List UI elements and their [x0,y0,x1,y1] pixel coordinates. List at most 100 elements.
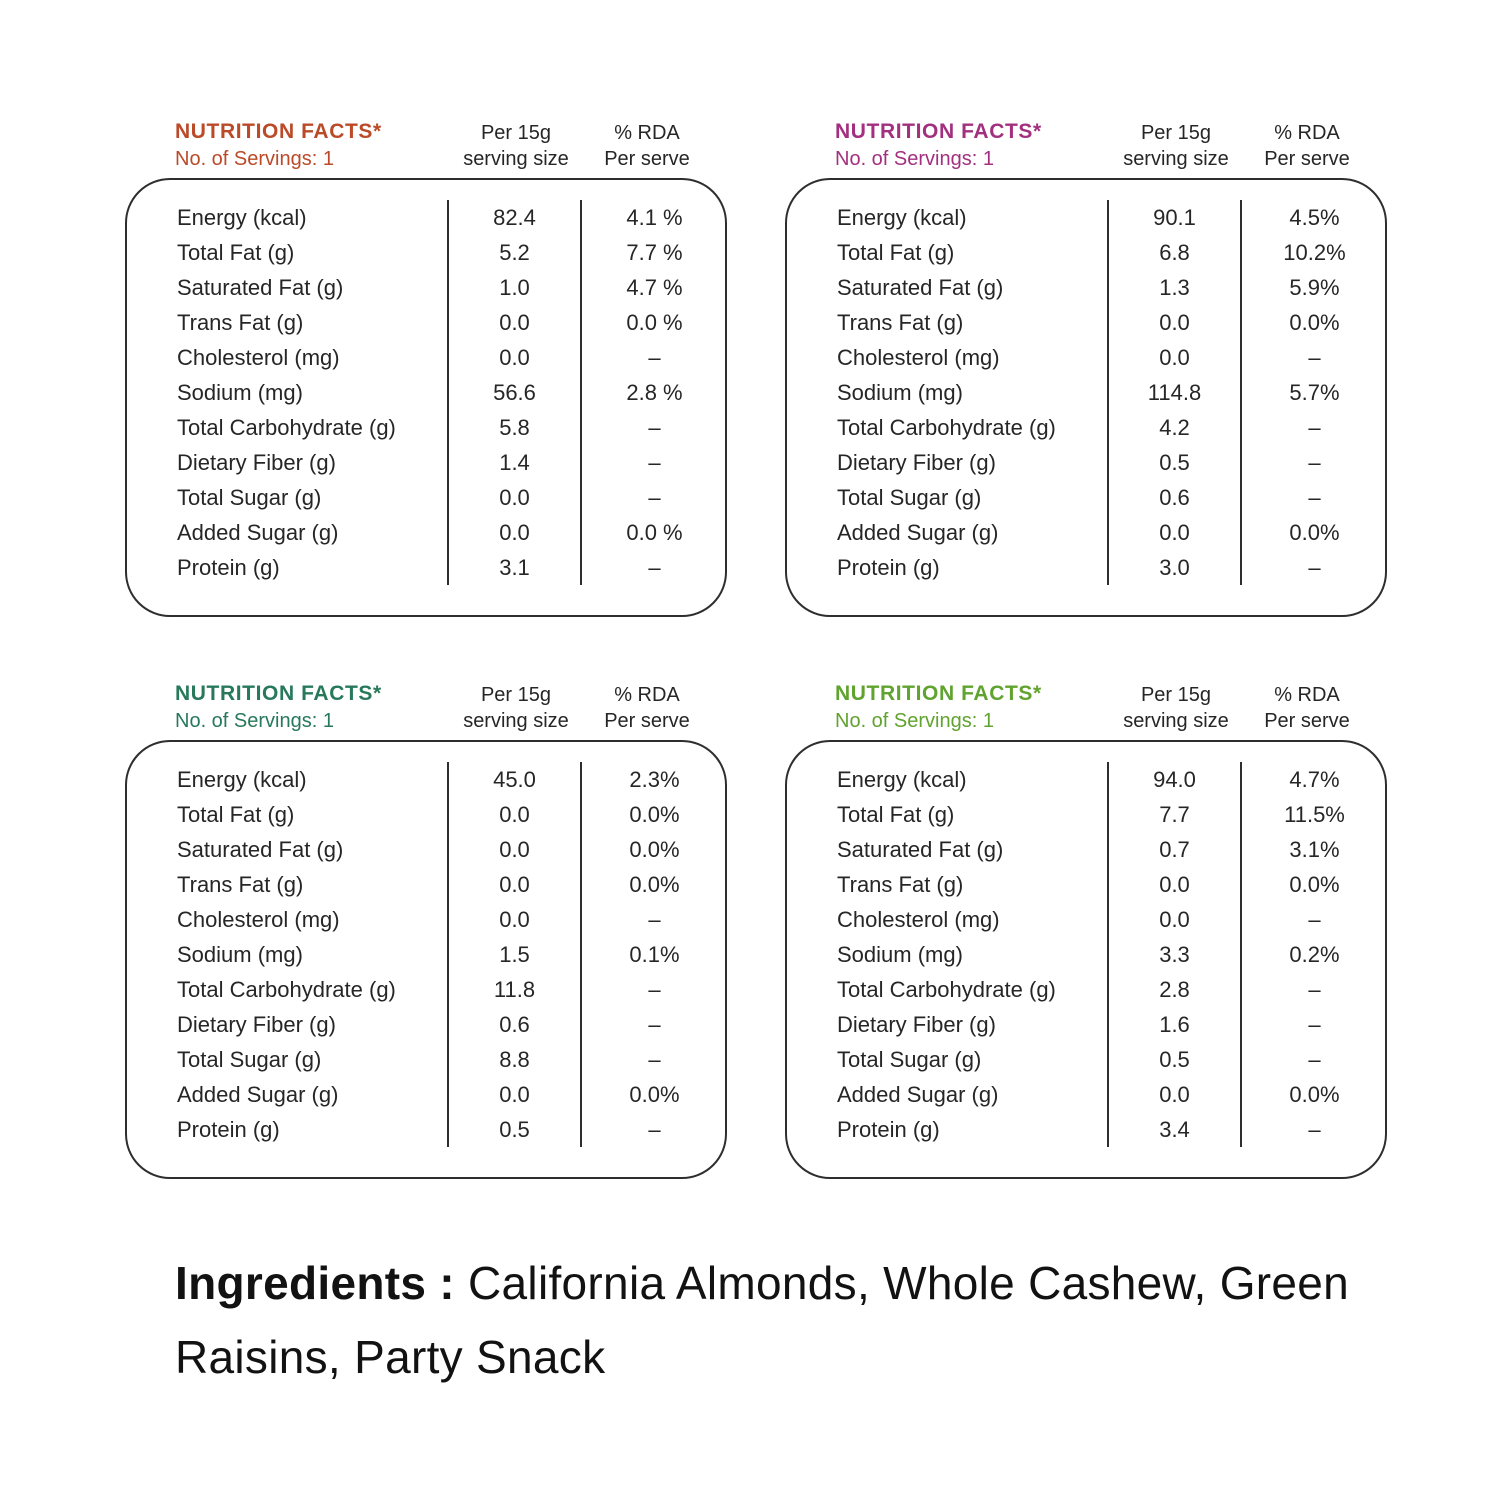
row-label: Total Carbohydrate (g) [177,977,396,1002]
table-row: Energy (kcal) 82.4 4.1 % [127,200,725,235]
row-rda: – [580,445,725,480]
row-label: Cholesterol (mg) [177,345,340,370]
row-value: 1.3 [1107,270,1240,305]
row-value: 4.2 [1107,410,1240,445]
nutrition-table-3: NUTRITION FACTS* No. of Servings: 1 Per … [125,670,727,1179]
table-row: Added Sugar (g) 0.0 0.0% [127,1077,725,1112]
row-value: 0.0 [447,1077,580,1112]
table-row: Cholesterol (mg) 0.0– [127,340,725,375]
table-row: Cholesterol (mg) 0.0– [787,902,1385,937]
row-value: 0.0 [447,832,580,867]
table-title: NUTRITION FACTS* [835,120,1042,143]
table-title: NUTRITION FACTS* [835,682,1042,705]
row-label: Added Sugar (g) [177,520,339,545]
row-rda: – [580,1007,725,1042]
row-label: Cholesterol (mg) [837,907,1000,932]
table-title: NUTRITION FACTS* [175,682,382,705]
nutrition-table-1: NUTRITION FACTS* No. of Servings: 1 Per … [125,108,727,617]
row-rda: – [580,550,725,585]
row-value: 3.1 [447,550,580,585]
row-rda: – [580,1112,725,1147]
table-row: Trans Fat (g) 0.0 0.0% [787,305,1385,340]
table-row: Saturated Fat (g) 0.7 3.1% [787,832,1385,867]
table-row: Total Sugar (g) 0.6– [787,480,1385,515]
row-label: Added Sugar (g) [837,1082,999,1107]
title-block: NUTRITION FACTS* No. of Servings: 1 [175,670,727,733]
column-header-serving: Per 15g serving size [433,120,599,172]
row-rda: – [1240,340,1385,375]
row-label: Total Fat (g) [177,240,295,265]
column-header-line: serving size [463,710,569,732]
row-value: 0.5 [1107,1042,1240,1077]
row-rda: 0.2% [1240,937,1385,972]
table-header: NUTRITION FACTS* No. of Servings: 1 Per … [125,670,727,740]
nutrition-table-4: NUTRITION FACTS* No. of Servings: 1 Per … [785,670,1387,1179]
table-row: Saturated Fat (g) 1.3 5.9% [787,270,1385,305]
row-label: Total Carbohydrate (g) [837,977,1056,1002]
table-row: Sodium (mg) 56.6 2.8 % [127,375,725,410]
row-value: 0.0 [447,797,580,832]
ingredients: Ingredients : California Almonds, Whole … [175,1246,1375,1394]
row-value: 2.8 [1107,972,1240,1007]
row-rda: – [580,972,725,1007]
row-rda: – [580,410,725,445]
row-value: 0.6 [1107,480,1240,515]
table-row: Protein (g) 3.1– [127,550,725,585]
row-label: Total Carbohydrate (g) [177,415,396,440]
table-row: Total Sugar (g) 0.0– [127,480,725,515]
table-row: Total Carbohydrate (g) 2.8– [787,972,1385,1007]
row-rda: 0.0% [1240,867,1385,902]
row-value: 45.0 [447,762,580,797]
row-rda: 0.0 % [580,305,725,340]
row-label: Protein (g) [837,1117,940,1142]
row-rda: – [580,1042,725,1077]
row-label: Energy (kcal) [177,767,307,792]
row-rda: 0.0% [1240,305,1385,340]
row-value: 0.0 [1107,867,1240,902]
row-value: 1.6 [1107,1007,1240,1042]
servings-label: No. of Servings: 1 [175,710,334,732]
row-label: Total Fat (g) [837,240,955,265]
column-header-serving: Per 15g serving size [433,682,599,734]
column-header-line: serving size [1123,710,1229,732]
column-header-line: % RDA [614,684,680,706]
row-value: 1.4 [447,445,580,480]
row-rda: – [1240,972,1385,1007]
table-row: Total Fat (g) 6.8 10.2% [787,235,1385,270]
row-rda: – [1240,480,1385,515]
column-header-line: Per serve [1264,148,1350,170]
row-rda: – [580,902,725,937]
table-row: Protein (g) 3.4– [787,1112,1385,1147]
row-value: 0.0 [447,305,580,340]
table-row: Saturated Fat (g) 0.0 0.0% [127,832,725,867]
row-rda: 0.0% [580,867,725,902]
table-row: Total Fat (g) 0.0 0.0% [127,797,725,832]
column-header-serving: Per 15g serving size [1093,682,1259,734]
table-row: Trans Fat (g) 0.0 0.0% [127,867,725,902]
row-rda: 0.0% [580,1077,725,1112]
row-label: Energy (kcal) [837,767,967,792]
column-header-line: Per serve [604,710,690,732]
row-label: Total Fat (g) [177,802,295,827]
row-value: 0.5 [1107,445,1240,480]
row-label: Energy (kcal) [177,205,307,230]
row-label: Total Sugar (g) [177,485,322,510]
row-label: Total Sugar (g) [837,1047,982,1072]
row-value: 0.0 [447,867,580,902]
row-value: 3.0 [1107,550,1240,585]
row-rda: – [1240,550,1385,585]
table-row: Total Sugar (g) 8.8– [127,1042,725,1077]
table-row: Trans Fat (g) 0.0 0.0 % [127,305,725,340]
row-label: Added Sugar (g) [177,1082,339,1107]
row-label: Protein (g) [177,1117,280,1142]
nutrition-table-2: NUTRITION FACTS* No. of Servings: 1 Per … [785,108,1387,617]
row-label: Trans Fat (g) [837,872,964,897]
row-rda: 4.7 % [580,270,725,305]
row-value: 0.0 [447,902,580,937]
table-row: Total Fat (g) 5.2 7.7 % [127,235,725,270]
row-label: Total Carbohydrate (g) [837,415,1056,440]
table-row: Protein (g) 3.0– [787,550,1385,585]
column-header-line: Per 15g [1140,122,1212,144]
row-label: Trans Fat (g) [837,310,964,335]
